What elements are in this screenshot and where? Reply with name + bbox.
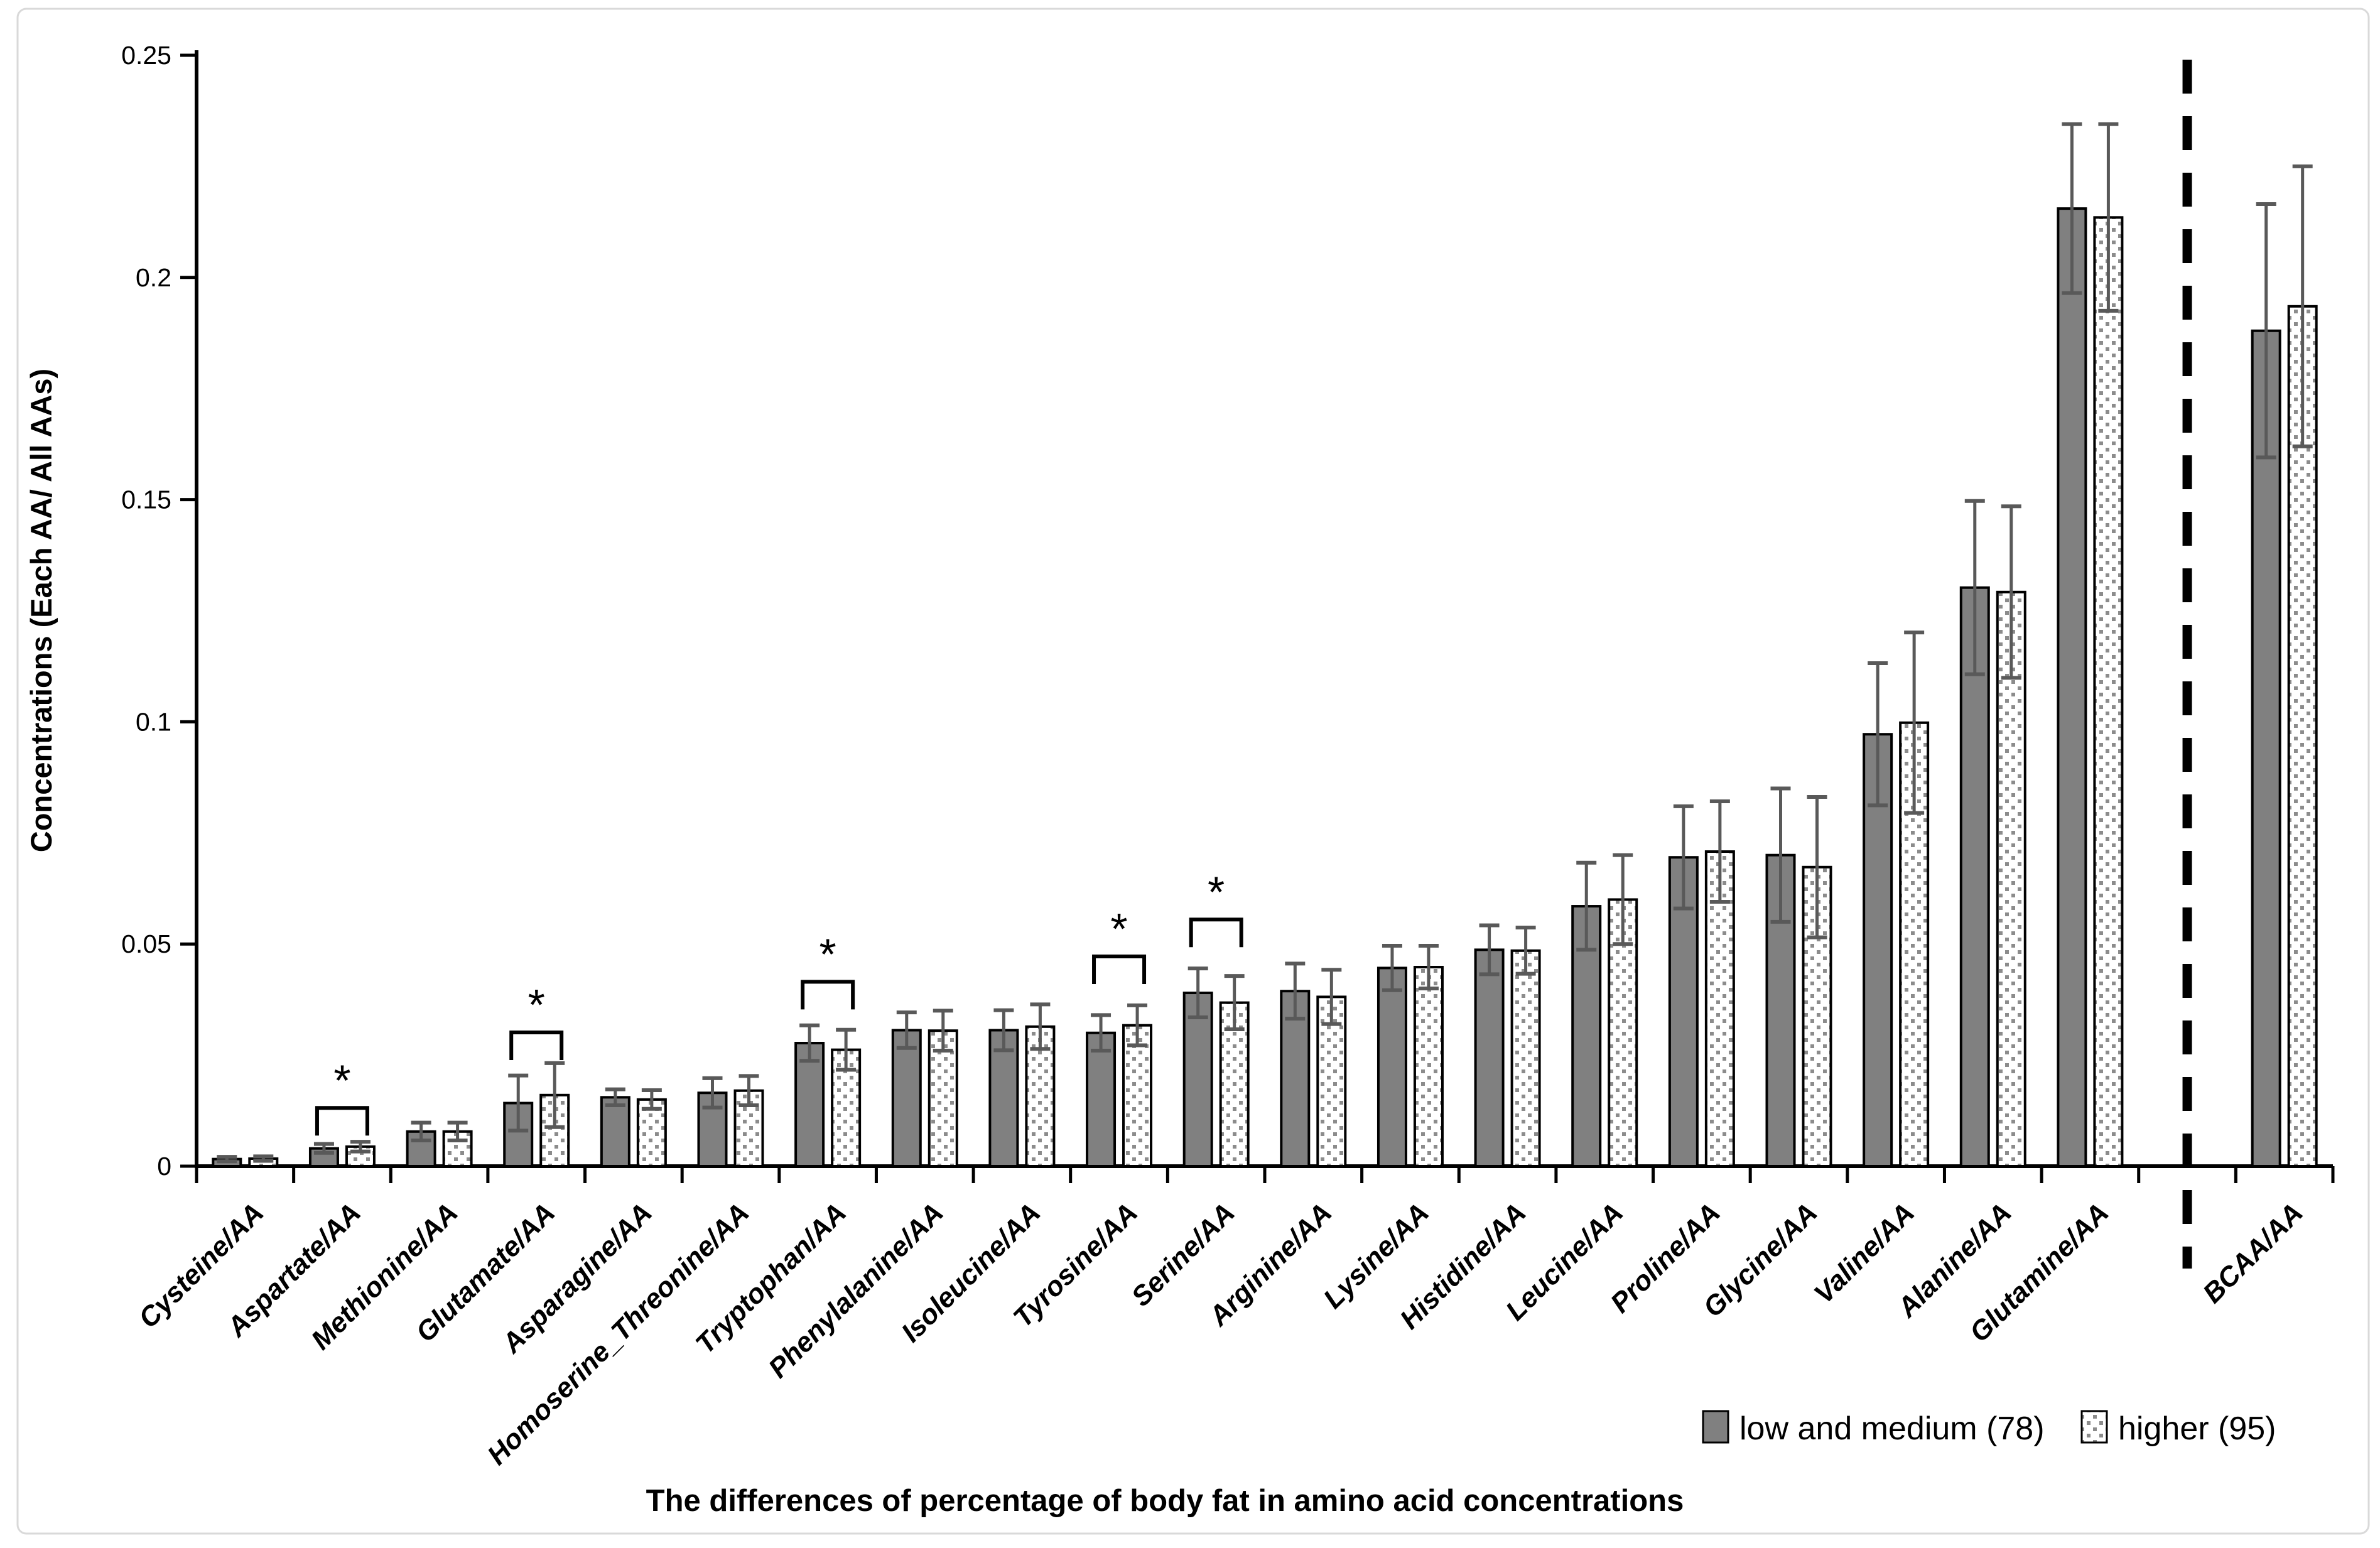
significance-asterisk: * <box>819 929 836 978</box>
bar-higher <box>2093 216 2124 1167</box>
bar-low-and-medium <box>1959 586 1990 1167</box>
significance-bracket <box>509 1031 564 1061</box>
y-tick-label: 0 <box>157 1152 171 1181</box>
bar-low-and-medium <box>1377 966 1407 1167</box>
y-tick-label: 0.1 <box>136 707 171 736</box>
legend-label-low-and-medium: low and medium (78) <box>1739 1410 2045 1447</box>
bar-higher <box>1510 949 1541 1167</box>
legend-swatch-low-and-medium <box>1702 1410 1729 1444</box>
bar-low-and-medium <box>891 1029 922 1167</box>
bar-higher <box>1413 965 1444 1168</box>
y-axis-title: Concentrations (Each AA/ All AAs) <box>24 369 58 852</box>
bar-low-and-medium <box>600 1096 630 1168</box>
bar-low-and-medium <box>988 1029 1019 1167</box>
y-tick-label: 0.25 <box>121 41 171 70</box>
y-tick-label: 0.15 <box>121 485 171 514</box>
significance-bracket <box>801 980 855 1010</box>
y-tick-label: 0.05 <box>121 929 171 958</box>
bar-higher <box>928 1029 958 1167</box>
bar-low-and-medium <box>2057 207 2087 1168</box>
bar-low-and-medium <box>1474 948 1505 1167</box>
significance-asterisk: * <box>333 1056 350 1105</box>
significance-asterisk: * <box>528 980 545 1029</box>
y-tick-label: 0.2 <box>136 263 171 292</box>
bar-low-and-medium <box>1086 1031 1117 1167</box>
legend-label-higher: higher (95) <box>2118 1410 2276 1447</box>
bar-low-and-medium <box>2251 329 2281 1167</box>
bar-higher <box>1996 590 2026 1167</box>
significance-bracket <box>1189 917 1243 948</box>
significance-asterisk: * <box>1208 867 1225 916</box>
legend-swatch-higher <box>2080 1410 2108 1444</box>
significance-asterisk: * <box>1110 904 1127 953</box>
significance-bracket <box>315 1106 369 1136</box>
x-axis-title: The differences of percentage of body fa… <box>646 1484 1684 1518</box>
significance-bracket <box>1092 955 1147 985</box>
legend: low and medium (78) higher (95) <box>1702 1410 2276 1447</box>
